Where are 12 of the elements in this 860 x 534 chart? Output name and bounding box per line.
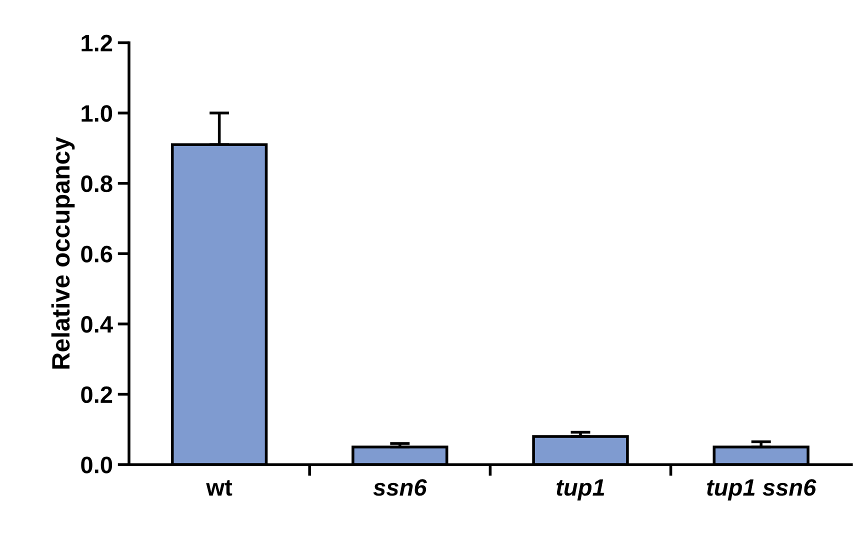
x-tick-label: wt — [206, 480, 232, 496]
y-tick-label: 0.2 — [81, 386, 112, 404]
y-tick-label: 0.8 — [81, 175, 112, 192]
y-tick-label: 0.4 — [81, 316, 113, 333]
y-tick-label: 0.6 — [81, 246, 112, 262]
x-tick-label: tup1 ssn6 — [706, 479, 816, 500]
x-tick-label: ssn6 — [373, 479, 427, 496]
y-tick-label: 1.2 — [82, 34, 112, 52]
y-tick-label: 1.0 — [82, 105, 112, 122]
x-tick-label: tup1 — [556, 479, 604, 500]
y-tick-label: 0.0 — [81, 456, 112, 474]
y-axis-title: Relative occupancy — [51, 137, 75, 369]
